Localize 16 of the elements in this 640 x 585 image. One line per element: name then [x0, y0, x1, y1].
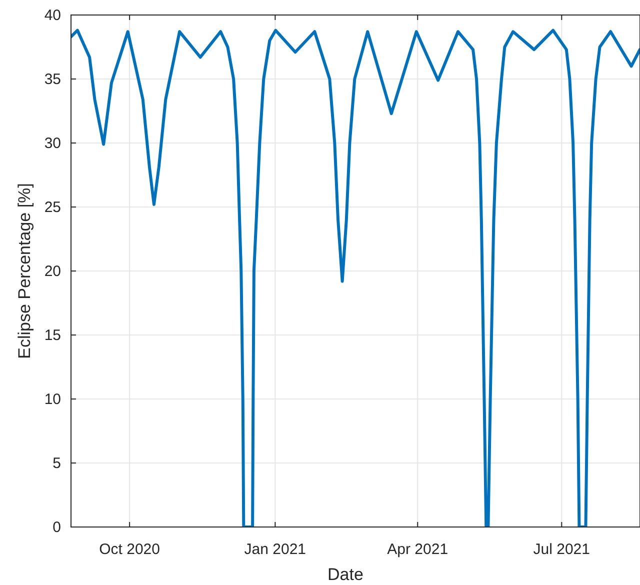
y-tick-label: 40	[44, 7, 61, 24]
x-tick-label: Apr 2021	[387, 541, 448, 558]
x-axis-title: Date	[328, 565, 364, 584]
y-tick-label: 25	[44, 199, 61, 216]
y-tick-label: 5	[52, 455, 61, 472]
y-tick-label: 35	[44, 71, 61, 88]
y-tick-label: 0	[52, 519, 61, 536]
y-tick-label: 10	[44, 391, 61, 408]
y-axis-title: Eclipse Percentage [%]	[15, 183, 34, 359]
line-series	[71, 28, 640, 527]
x-tick-label: Jan 2021	[244, 541, 306, 558]
y-tick-label: 30	[44, 135, 61, 152]
y-tick-label: 20	[44, 263, 61, 280]
x-tick-label: Oct 2020	[99, 541, 160, 558]
x-tick-label: Jul 2021	[533, 541, 590, 558]
y-tick-label: 15	[44, 327, 61, 344]
